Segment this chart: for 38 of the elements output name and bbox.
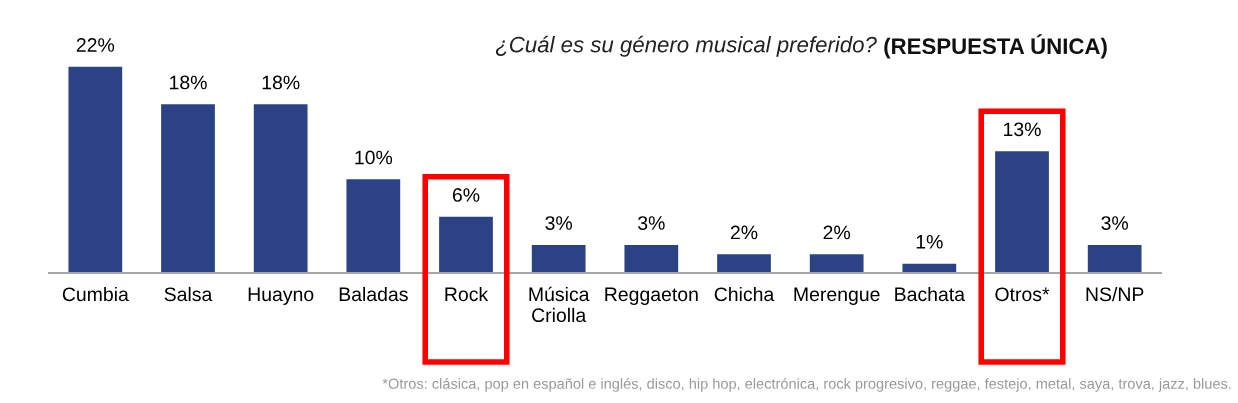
x-tick-label: NS/NP <box>1086 286 1144 302</box>
bar <box>624 244 679 273</box>
bar <box>717 254 771 273</box>
data-label: 3% <box>1101 216 1129 230</box>
data-label: 18% <box>170 75 207 90</box>
x-tick-label: Bachata <box>895 286 966 302</box>
data-label: 18% <box>262 75 300 90</box>
x-tick-label: Música Criolla <box>529 286 590 323</box>
x-tick-label: Cumbia <box>62 286 129 302</box>
bar <box>809 254 864 273</box>
x-tick-label: Merengue <box>794 287 880 306</box>
x-tick-label: Baladas <box>339 286 408 302</box>
data-label: 3% <box>638 216 665 230</box>
x-tick-label: Otros* <box>995 287 1050 302</box>
bar <box>995 151 1049 273</box>
bar <box>346 179 401 273</box>
chart-title: ¿Cuál es su género musical preferido? <box>495 35 877 57</box>
x-tick-label: Chicha <box>714 286 775 302</box>
bar <box>253 104 308 273</box>
data-label: 3% <box>545 216 573 230</box>
x-tick-label: Salsa <box>164 286 213 302</box>
bar <box>531 244 586 273</box>
x-tick-label: Reggaeton <box>605 287 698 306</box>
data-label: 2% <box>823 225 851 240</box>
bar <box>68 66 123 273</box>
data-label: 2% <box>730 225 758 240</box>
data-label: 6% <box>452 188 480 202</box>
data-label: 13% <box>1004 122 1041 137</box>
bar <box>1087 244 1142 273</box>
text: *Otros: clásica, pop en español e inglés, disco, hip hop, electrónica, rock progresivo, reggae, festejo, metal, saya, trova, jazz, blues. <box>382 377 1231 392</box>
data-label: 1% <box>916 234 943 249</box>
chart-subtitle: (RESPUESTA ÚNICA) <box>884 34 1107 59</box>
bar <box>439 216 493 273</box>
data-label: 22% <box>76 38 115 52</box>
data-label: 10% <box>355 150 393 165</box>
x-tick-label: Huayno <box>248 287 314 306</box>
bar <box>161 104 215 273</box>
x-tick-label: Rock <box>445 286 489 302</box>
